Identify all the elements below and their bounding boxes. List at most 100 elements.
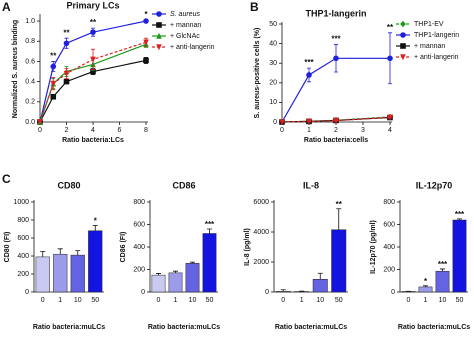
x-tick-label: 4 (388, 127, 392, 134)
x-tick-label: 10 (189, 297, 197, 304)
point (306, 118, 312, 125)
y-tick-label: 200 (17, 271, 29, 278)
y-tick-label: 400 (383, 244, 395, 251)
legend-marker (156, 11, 162, 17)
y-tick-label: 200 (383, 266, 395, 273)
point (333, 55, 339, 62)
x-tick-label: 0 (41, 297, 45, 304)
x-axis-label: Ratio bacteria:LCs (62, 137, 124, 144)
x-tick-label: 6 (118, 127, 122, 134)
error-bar (280, 289, 286, 292)
bar (185, 263, 200, 293)
y-tick-label: 800 (17, 217, 29, 224)
legend-label: + GlcNAc (170, 33, 200, 40)
error-bar (173, 270, 178, 273)
y-tick-label: 0.8 (25, 38, 35, 45)
y-tick-label: 0 (391, 289, 395, 296)
series (37, 18, 149, 125)
y-tick-label: 0 (25, 289, 29, 296)
error-bar (457, 218, 462, 220)
y-tick-label: 1.0 (25, 18, 35, 25)
significance-label: *** (455, 210, 465, 219)
y-tick-label: 0.2 (25, 99, 35, 106)
bar (275, 291, 291, 293)
y-tick-label: 0 (141, 289, 145, 296)
point (63, 70, 70, 77)
bar (168, 272, 183, 293)
point (90, 29, 96, 35)
bar (331, 229, 347, 293)
point (333, 117, 339, 124)
x-axis-label: Ratio bacteria:muLCs (398, 324, 470, 331)
error-bar (317, 272, 323, 280)
x-tick-label: 2 (65, 127, 69, 134)
significance-label: * (94, 217, 98, 226)
legend-label: THP1-langerin (414, 32, 459, 39)
bar (88, 230, 103, 293)
y-tick-label: 600 (383, 221, 395, 228)
legend-label: + mannan (414, 43, 445, 50)
bar (202, 233, 217, 293)
legend-marker (156, 22, 162, 28)
panel-letter: B (250, 0, 259, 14)
x-axis-label: Ratio bacteria:muLCs (148, 324, 220, 331)
significance-label: * (144, 10, 148, 19)
series (279, 32, 393, 125)
x-tick-label: 0 (280, 127, 284, 134)
significance-label: *** (438, 260, 448, 269)
error-bar (440, 268, 445, 272)
y-tick-label: 1000 (13, 199, 29, 206)
significance-label: * (424, 277, 428, 286)
legend-marker (156, 44, 162, 51)
y-tick-label: 50 (269, 21, 277, 28)
y-tick-label: 0.6 (25, 58, 35, 65)
error-bar (207, 228, 212, 234)
significance-label: ** (90, 18, 97, 27)
y-tick-label: 20 (269, 80, 277, 87)
chart-title: IL-12p70 (416, 180, 453, 190)
legend-label: S. aureus (170, 11, 200, 18)
y-tick-label: 0 (273, 119, 277, 126)
y-axis-label: CD80 (FI) (4, 232, 11, 263)
bar (151, 274, 166, 293)
point (143, 57, 149, 64)
point (50, 63, 57, 70)
chart-title: CD86 (172, 180, 195, 190)
point (279, 119, 285, 126)
y-tick-label: 200 (133, 266, 145, 273)
x-tick-label: 0 (407, 297, 411, 304)
bar (435, 270, 450, 293)
x-tick-label: 1 (424, 297, 428, 304)
y-tick-label: 400 (133, 244, 145, 251)
x-tick-label: 1 (58, 297, 62, 304)
panel-letter: A (2, 0, 11, 14)
y-tick-label: 4000 (253, 229, 269, 236)
bar (53, 253, 68, 293)
legend-marker (400, 20, 406, 28)
legend-marker (400, 32, 406, 38)
y-tick-label: 10 (269, 99, 277, 106)
bar (312, 279, 328, 293)
x-tick-label: 10 (439, 297, 447, 304)
x-tick-label: 10 (74, 297, 82, 304)
x-axis-label: Ratio bacteria:cells (304, 137, 368, 144)
point (143, 18, 149, 24)
series-line (281, 116, 391, 123)
panel-letter: C (2, 172, 11, 186)
y-tick-label: 800 (133, 199, 145, 206)
legend-label: + anti-langerin (414, 54, 459, 61)
legend-label: + anti-langerin (170, 44, 215, 51)
x-tick-label: 50 (335, 297, 343, 304)
point (306, 72, 312, 78)
legend-label: THP1-EV (414, 21, 444, 28)
series (37, 37, 149, 126)
error-bar (40, 251, 46, 257)
significance-label: ** (387, 23, 394, 32)
y-axis-label: IL-8 (pg/ml) (244, 228, 251, 266)
x-axis-label: Ratio bacteria:muLCs (33, 324, 105, 331)
x-tick-label: 0 (38, 127, 42, 134)
y-tick-label: 400 (17, 253, 29, 260)
error-bar (156, 273, 161, 276)
point (63, 40, 70, 47)
